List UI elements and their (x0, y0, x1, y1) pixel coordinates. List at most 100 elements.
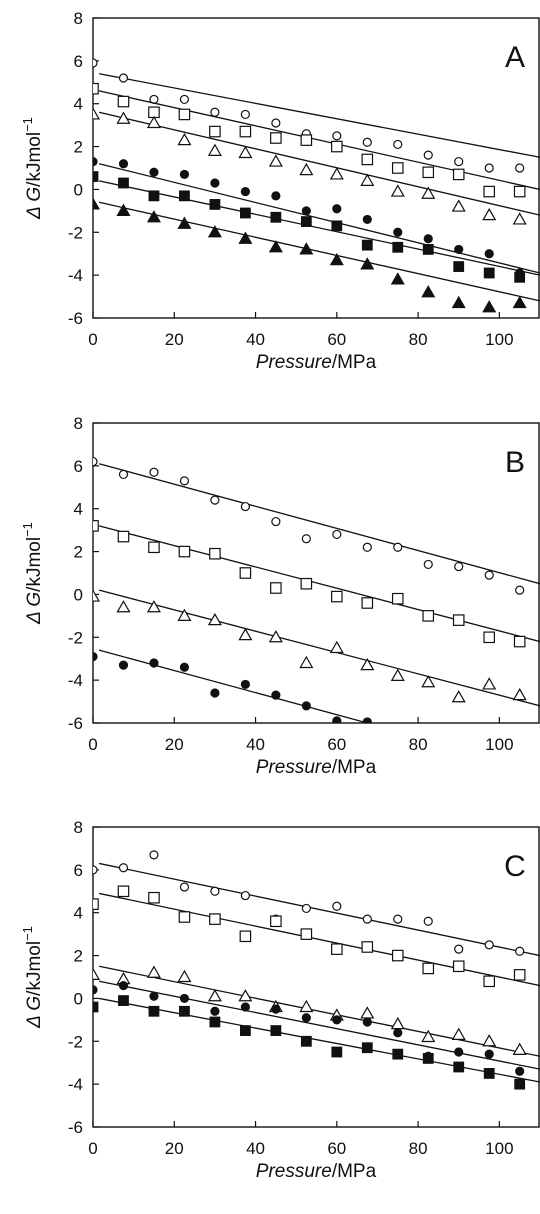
data-point-triangle (512, 295, 527, 309)
data-point-circle (332, 716, 342, 723)
data-point-triangle (329, 640, 344, 654)
data-point-circle (515, 946, 525, 956)
data-point-triangle (238, 231, 253, 244)
data-point-circle (423, 916, 433, 926)
data-point-square (178, 108, 191, 121)
data-point-triangle (207, 612, 222, 626)
data-point-circle (149, 991, 159, 1001)
x-axis-title-unit: /MPa (332, 352, 377, 373)
x-tick-label: 60 (327, 735, 346, 754)
x-tick-label: 80 (409, 330, 428, 349)
data-point-circle (149, 850, 159, 860)
plot-area (93, 456, 540, 723)
data-point-triangle (451, 295, 466, 309)
fit-line (98, 649, 368, 723)
data-point-square (391, 162, 404, 174)
data-point-triangle (116, 111, 131, 124)
data-point-square (483, 975, 496, 988)
data-point-triangle (512, 687, 527, 701)
data-point-square (239, 1025, 251, 1036)
data-point-square (422, 166, 435, 179)
data-point-circle (210, 495, 220, 505)
y-tick-label: -2 (68, 1032, 83, 1051)
data-point-square (148, 541, 160, 554)
data-point-square (239, 930, 252, 943)
plot-area (93, 58, 540, 313)
data-point-square (422, 610, 435, 622)
x-tick-label: 100 (485, 1139, 513, 1158)
data-point-square (514, 1078, 526, 1090)
data-point-circle (515, 1066, 525, 1076)
fit-line (98, 525, 540, 643)
y-axis-title-italic: Δ G (24, 592, 45, 625)
data-point-triangle (482, 207, 497, 221)
plot-frame (92, 17, 540, 319)
y-axis-title-unit: /kJmol (24, 537, 45, 592)
data-point-triangle (360, 657, 375, 671)
x-axis-title: Pressure/MPa (256, 757, 377, 778)
data-point-square (483, 1068, 495, 1079)
data-point-circle (484, 570, 494, 580)
fit-line (98, 463, 540, 585)
x-tick-label: 60 (327, 330, 346, 349)
data-point-circle (454, 561, 464, 572)
y-tick-label: 0 (74, 989, 83, 1008)
data-point-triangle (93, 197, 101, 210)
data-point-square (270, 132, 282, 144)
data-point-triangle (93, 589, 101, 602)
data-point-triangle (268, 154, 283, 167)
data-point-circle (271, 1004, 281, 1014)
data-point-circle (362, 542, 372, 552)
data-point-triangle (207, 225, 222, 238)
x-axis-title-unit: /MPa (332, 1161, 377, 1182)
data-point-square (392, 241, 404, 253)
data-point-triangle (146, 600, 161, 613)
data-point-circle (210, 107, 220, 117)
data-point-circle (454, 1047, 464, 1057)
data-point-square (361, 941, 374, 953)
data-point-square (453, 261, 465, 272)
data-point-square (361, 153, 374, 166)
data-point-circle (393, 139, 403, 150)
data-point-triangle (360, 173, 375, 186)
fit-line (98, 111, 540, 216)
y-tick-label: -6 (68, 309, 83, 328)
data-point-circle (332, 901, 342, 911)
y-axis-title-exponent: −1 (20, 117, 35, 132)
y-axis-title: Δ G/kJmol−1 (20, 117, 45, 220)
data-point-circle (484, 249, 494, 259)
data-point-triangle (177, 608, 192, 621)
data-point-square (239, 125, 252, 138)
x-tick-label: 0 (88, 330, 97, 349)
data-point-triangle (451, 199, 466, 212)
data-point-triangle (116, 600, 131, 613)
data-point-triangle (268, 240, 283, 253)
data-point-triangle (482, 300, 497, 313)
data-point-square (361, 1042, 373, 1054)
data-point-circle (423, 234, 433, 244)
data-point-circle (93, 865, 98, 875)
data-point-circle (118, 469, 129, 480)
x-axis-title: Pressure/MPa (256, 352, 377, 373)
data-point-circle (240, 679, 250, 690)
data-point-square (331, 1046, 343, 1058)
data-point-triangle (299, 162, 314, 176)
data-point-square (453, 1061, 465, 1073)
y-tick-label: 2 (74, 947, 83, 966)
data-point-square (391, 949, 404, 962)
x-tick-label: 20 (165, 330, 184, 349)
data-point-square (513, 635, 526, 648)
data-point-triangle (390, 184, 405, 197)
fit-line (98, 90, 540, 191)
data-point-square (270, 915, 282, 928)
data-point-circle (484, 940, 494, 950)
data-point-circle (93, 651, 98, 662)
data-point-square (331, 590, 343, 603)
x-tick-label: 80 (409, 1139, 428, 1158)
data-point-square (452, 614, 465, 626)
data-point-square (513, 969, 526, 981)
y-tick-label: 8 (74, 9, 83, 28)
data-point-square (331, 140, 343, 153)
data-point-triangle (238, 627, 253, 641)
